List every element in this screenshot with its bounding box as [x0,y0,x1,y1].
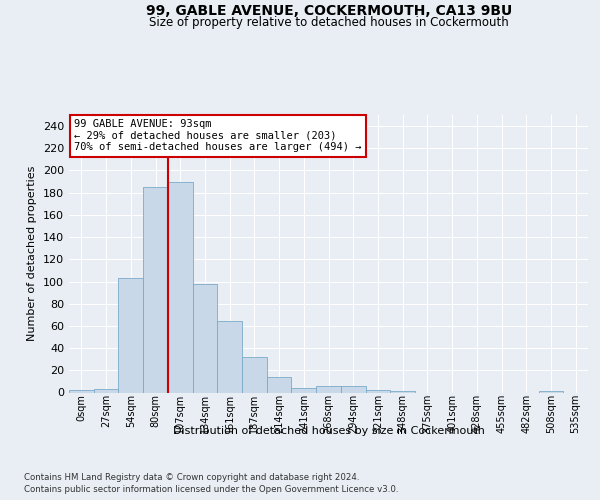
Bar [94,389,118,392]
Bar [267,377,292,392]
Text: Size of property relative to detached houses in Cockermouth: Size of property relative to detached ho… [149,16,509,29]
Bar [168,182,193,392]
Bar [242,357,267,392]
Text: 99, GABLE AVENUE, COCKERMOUTH, CA13 9BU: 99, GABLE AVENUE, COCKERMOUTH, CA13 9BU [146,4,512,18]
Text: Contains HM Land Registry data © Crown copyright and database right 2024.: Contains HM Land Registry data © Crown c… [24,472,359,482]
Bar [316,386,341,392]
Bar [365,390,390,392]
Text: Distribution of detached houses by size in Cockermouth: Distribution of detached houses by size … [173,426,485,436]
Bar [193,284,217,393]
Bar [69,390,94,392]
Bar [118,278,143,392]
Y-axis label: Number of detached properties: Number of detached properties [28,166,37,342]
Text: 99 GABLE AVENUE: 93sqm
← 29% of detached houses are smaller (203)
70% of semi-de: 99 GABLE AVENUE: 93sqm ← 29% of detached… [74,119,362,152]
Text: Contains public sector information licensed under the Open Government Licence v3: Contains public sector information licen… [24,485,398,494]
Bar [143,187,168,392]
Bar [217,322,242,392]
Bar [292,388,316,392]
Bar [341,386,365,392]
